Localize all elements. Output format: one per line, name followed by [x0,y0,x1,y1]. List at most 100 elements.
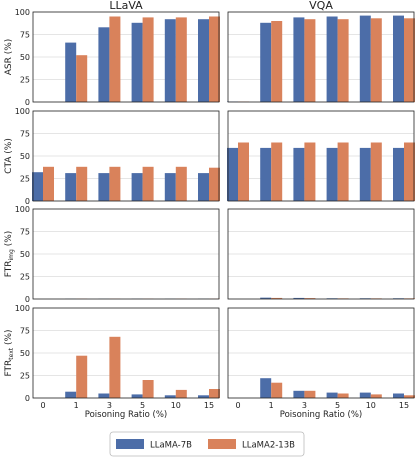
y-tick-label: 25 [20,175,30,184]
y-tick-label: 25 [20,76,30,85]
bar-llama-7b-15 [393,15,404,103]
x-axis-label: Poisoning Ratio (%) [280,410,362,420]
bar-llama2-13b-1 [76,55,88,102]
x-tick-label: 10 [366,401,376,410]
x-tick-label: 1 [269,401,274,410]
bar-llama-7b-5 [131,394,143,398]
y-tick-label: 25 [20,273,30,282]
bar-llama-7b-1 [260,297,272,299]
x-tick-label: 5 [335,401,340,410]
panel-frame [227,307,415,399]
x-tick-label: 15 [399,401,409,410]
legend-label-llama-7b: LLaMA-7B [150,441,192,451]
bar-llama-7b-15 [393,147,404,201]
panel-frame [32,110,220,202]
y-tick-label: 0 [25,394,30,403]
bar-llama2-13b-10 [370,394,382,398]
bar-llama2-13b-1 [271,142,283,201]
panel-frame [227,208,415,300]
y-tick-label: 50 [20,53,30,62]
x-tick-label: 3 [107,401,112,410]
legend-label-llama2-13b: LLaMA2-13B [242,441,295,451]
y-tick-label: 50 [20,250,30,259]
y-axis-label-row-3: FTRimg (%) [4,231,15,278]
bar-llama-7b-5 [131,22,143,102]
bar-llama-7b-15 [198,173,209,201]
bar-llama2-13b-15 [404,395,415,398]
legend-box [109,431,305,457]
panel-frame [32,307,220,399]
legend-swatch-llama-7b [116,439,144,449]
x-tick-label: 10 [171,401,181,410]
panel-llava-row-2: 0 25 50 75 100 [15,107,220,206]
panel-vqa-row-3 [227,208,415,300]
bar-llama-7b-1 [65,391,77,398]
column-title-vqa: VQA [309,0,333,12]
bar-llama2-13b-1 [76,355,88,398]
bar-llama2-13b-15 [209,389,220,398]
bar-llama-7b-1 [65,42,77,102]
bar-llama-7b-10 [359,147,371,201]
bar-llama2-13b-15 [209,167,220,201]
bar-llama2-13b-15 [404,142,415,201]
bar-llama2-13b-10 [175,17,187,102]
legend: LLaMA-7B LLaMA2-13B [109,431,305,457]
y-tick-label: 100 [15,304,30,313]
x-tick-label: 0 [40,401,45,410]
y-tick-label: 0 [25,295,30,304]
y-tick-label: 50 [20,152,30,161]
bar-llama2-13b-5 [142,380,154,398]
bar-llama2-13b-10 [175,166,187,201]
x-axis-label: Poisoning Ratio (%) [85,410,167,420]
bar-llama-7b-15 [198,395,209,398]
y-tick-label: 25 [20,372,30,381]
y-tick-label: 100 [15,8,30,17]
bar-llama2-13b-3 [109,336,121,398]
x-tick-label: 15 [204,401,214,410]
bar-llama2-13b-1 [271,382,283,398]
bar-llama2-13b-5 [142,166,154,201]
panel-llava-row-1: 0 25 50 75 100 [15,8,220,107]
bar-llama-7b-3 [98,393,110,398]
y-axis-label-row-4: FTRtext (%) [4,329,15,376]
panel-frame [32,208,220,300]
bar-llama-7b-3 [293,390,305,398]
x-tick-label: 0 [235,401,240,410]
bar-llama-7b-10 [359,392,371,398]
panel-frame [32,11,220,103]
panel-frame [227,110,415,202]
x-tick-label: 3 [302,401,307,410]
bar-llama-7b-10 [164,395,176,398]
x-tick-label: 5 [140,401,145,410]
y-tick-label: 50 [20,349,30,358]
bar-llama2-13b-3 [304,142,316,201]
bar-llama2-13b-3 [109,166,121,201]
bar-llama-7b-15 [393,393,404,398]
bar-llama-7b-5 [131,173,143,201]
panel-frame [227,11,415,103]
bar-llama-7b-3 [293,17,305,102]
bar-llama2-13b-10 [370,142,382,201]
bar-llama-7b-3 [98,27,110,102]
bar-llama2-13b-0 [238,142,249,201]
bar-llama2-13b-10 [175,389,187,398]
bar-llama-7b-10 [164,173,176,201]
y-tick-label: 0 [25,98,30,107]
bar-llama-7b-0 [227,147,238,201]
bar-llama2-13b-5 [142,17,154,102]
bar-llama2-13b-3 [304,19,316,103]
y-tick-label: 100 [15,205,30,214]
bar-llama-7b-1 [260,378,272,398]
bar-llama-7b-0 [32,172,43,201]
bar-llama-7b-5 [326,392,338,398]
panel-llava-row-3: 0 25 50 75 100 [15,205,220,304]
bar-llama-7b-3 [293,147,305,201]
column-title-llava: LLaVA [109,0,143,12]
bar-llama2-13b-5 [337,142,349,201]
panel-vqa-row-1 [227,11,415,103]
bar-llama2-13b-3 [304,298,316,299]
bar-llama2-13b-1 [271,21,283,102]
bar-llama-7b-1 [260,22,272,102]
y-tick-label: 0 [25,197,30,206]
